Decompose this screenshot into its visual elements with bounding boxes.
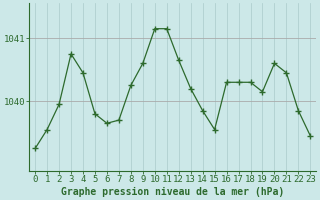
X-axis label: Graphe pression niveau de la mer (hPa): Graphe pression niveau de la mer (hPa) — [61, 186, 284, 197]
